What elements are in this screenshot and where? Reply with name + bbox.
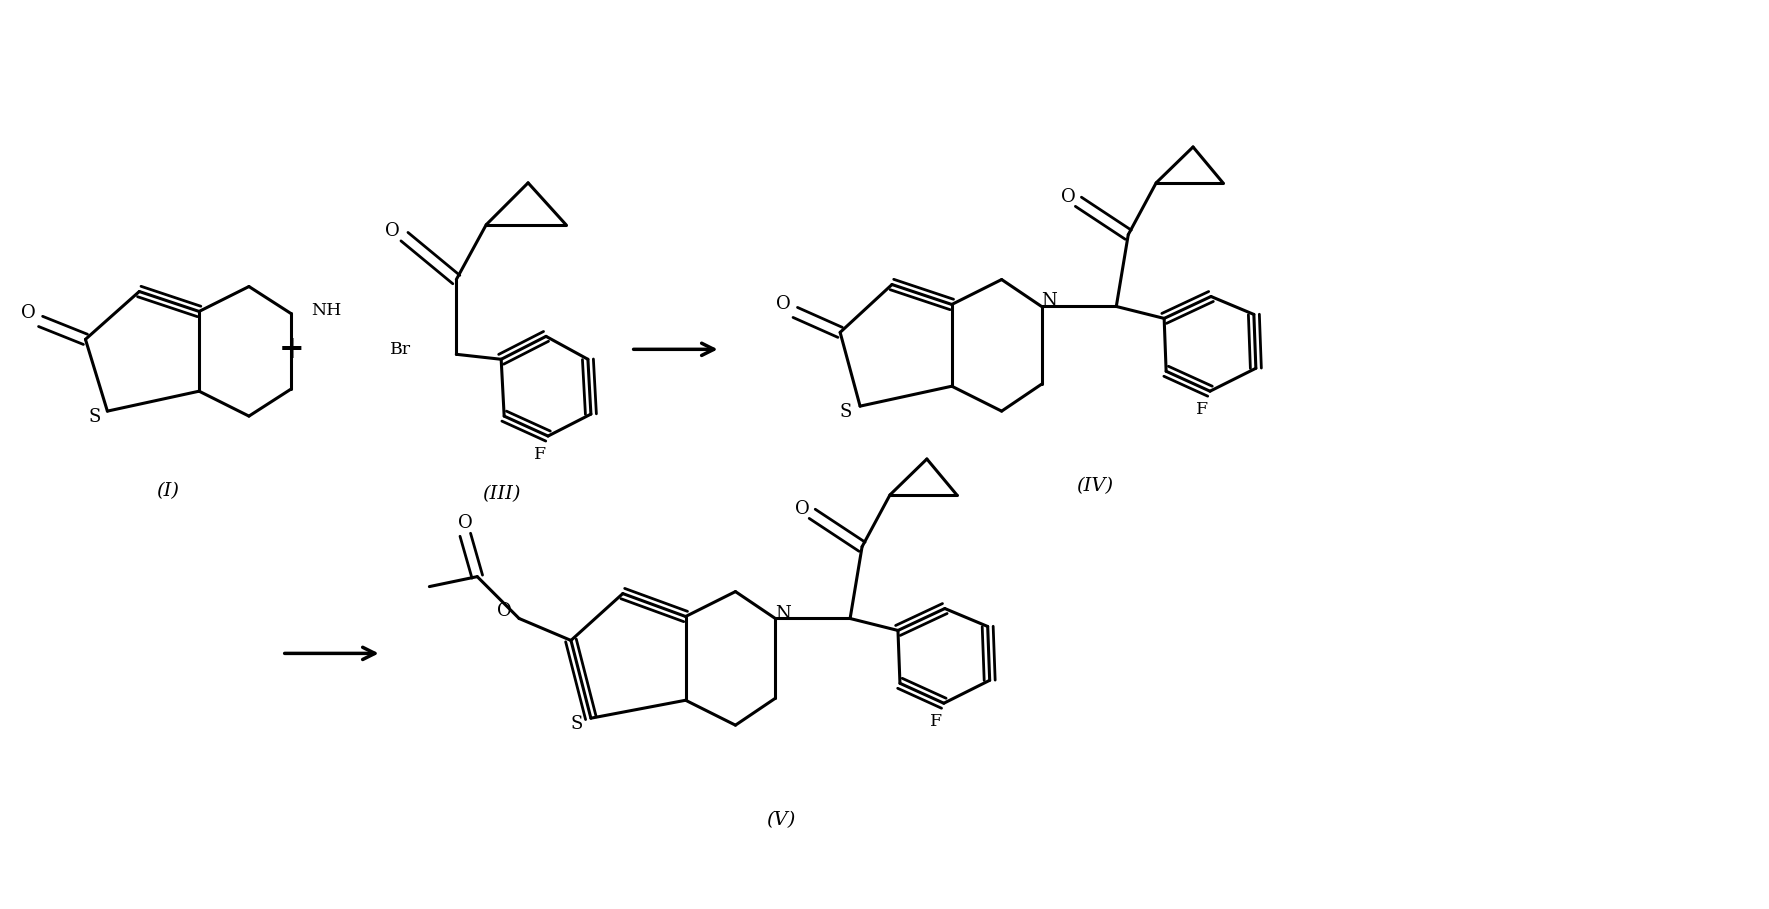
Text: O: O: [458, 514, 472, 532]
Text: S: S: [571, 715, 584, 734]
Text: N: N: [1042, 293, 1058, 311]
Text: O: O: [386, 222, 400, 240]
Text: F: F: [930, 713, 941, 730]
Text: (III): (III): [481, 484, 520, 503]
Text: O: O: [497, 602, 511, 620]
Text: NH: NH: [311, 302, 341, 319]
Text: O: O: [777, 295, 791, 314]
Text: S: S: [840, 403, 853, 421]
Text: O: O: [1061, 188, 1076, 205]
Text: N: N: [775, 604, 791, 623]
Text: (V): (V): [766, 811, 794, 829]
Text: (I): (I): [156, 482, 179, 500]
Text: O: O: [794, 500, 810, 518]
Text: F: F: [534, 445, 547, 463]
Text: F: F: [1196, 401, 1208, 417]
Text: (IV): (IV): [1076, 477, 1113, 494]
Text: Br: Br: [391, 341, 412, 358]
Text: +: +: [280, 334, 304, 365]
Text: O: O: [21, 305, 35, 323]
Text: S: S: [88, 408, 101, 426]
